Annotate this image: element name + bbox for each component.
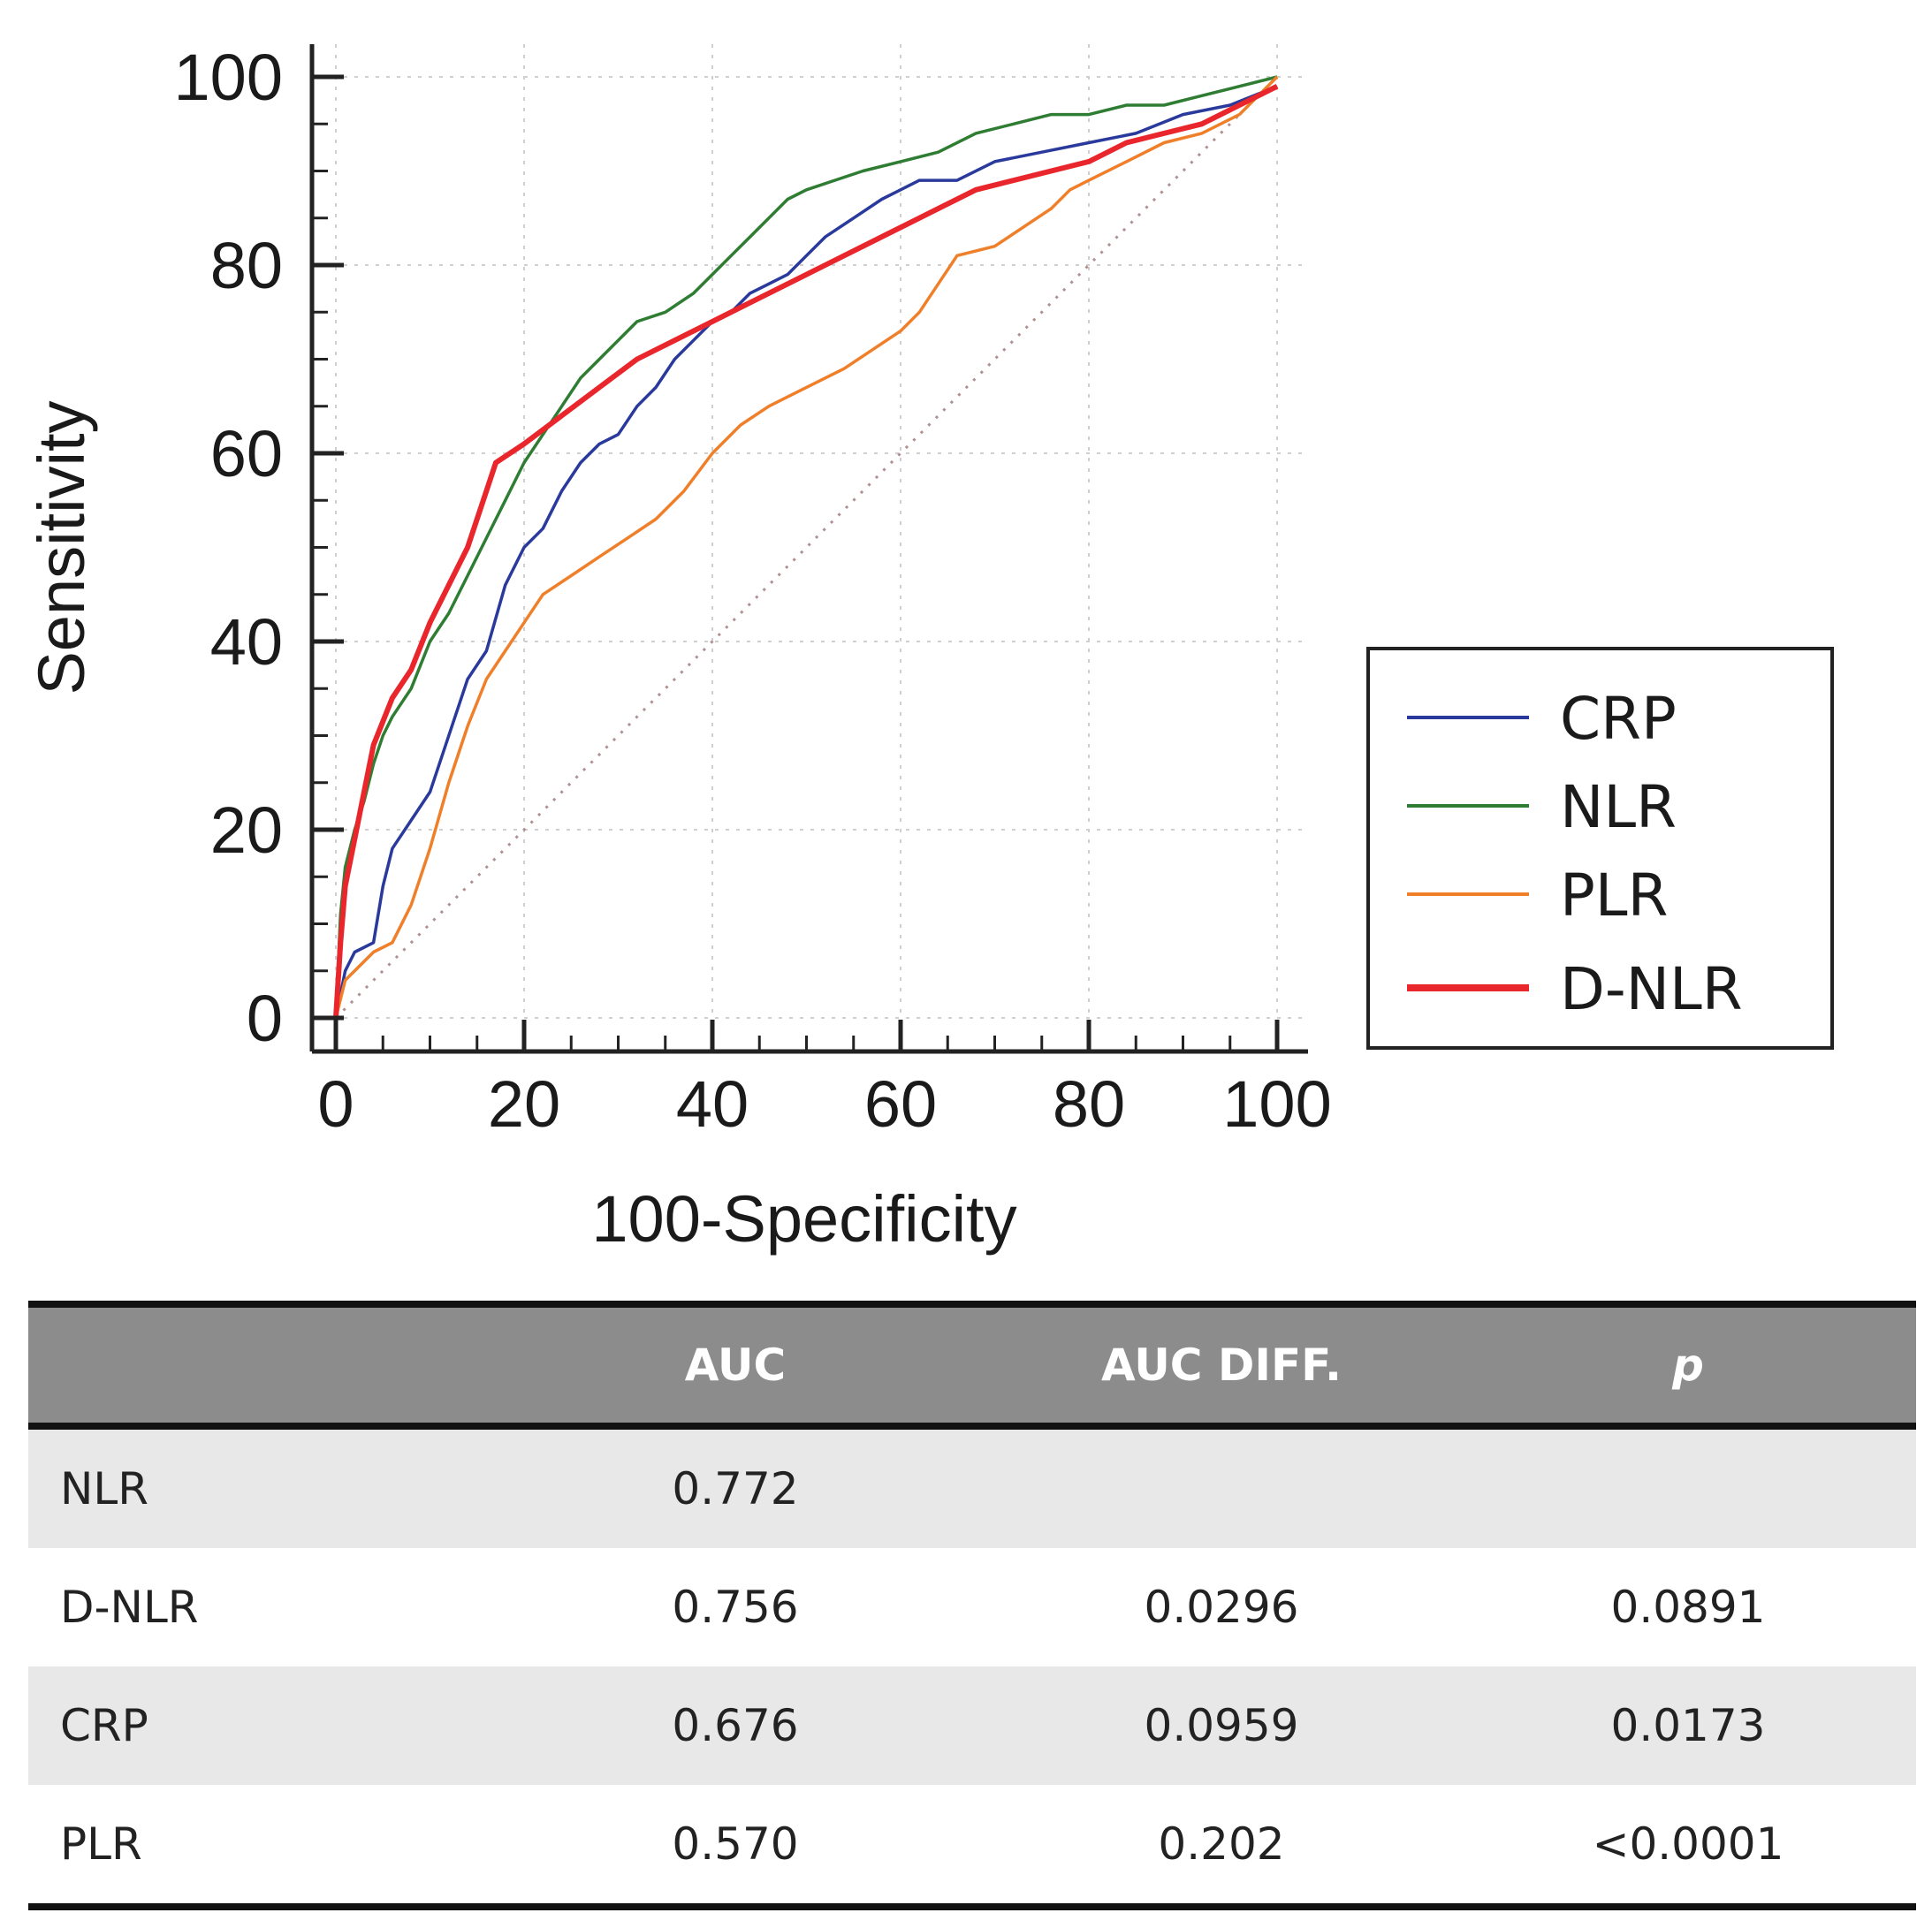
legend-label-nlr: NLR bbox=[1560, 773, 1677, 841]
y-tick-label: 40 bbox=[210, 605, 283, 679]
cell-p: <0.0001 bbox=[1460, 1785, 1916, 1910]
cell-p: 0.0891 bbox=[1610, 1582, 1766, 1633]
y-tick-label: 60 bbox=[210, 417, 283, 490]
cell-name: NLR bbox=[60, 1463, 148, 1514]
table-row: CRP 0.676 0.0959 0.0173 bbox=[28, 1666, 1916, 1785]
y-tick-label: 20 bbox=[210, 793, 283, 867]
auc-comparison-table-wrapper: AUC AUC DIFF. p NLR 0.772 D-NLR 0.756 0.… bbox=[28, 1301, 1916, 1910]
cell-p bbox=[1460, 1426, 1916, 1548]
cell-auc: 0.772 bbox=[672, 1463, 799, 1514]
header-auc-diff: AUC DIFF. bbox=[983, 1301, 1460, 1430]
x-axis-title: 100-Specificity bbox=[591, 1182, 1016, 1256]
axes bbox=[309, 44, 1308, 1054]
y-tick-label: 0 bbox=[247, 982, 283, 1055]
y-tick-label: 100 bbox=[174, 41, 283, 114]
x-tick-label: 0 bbox=[317, 1067, 354, 1141]
x-tick-label: 20 bbox=[488, 1067, 560, 1141]
tick-labels: 0 20 40 60 80 100 0 20 40 60 80 100 bbox=[174, 41, 1332, 1141]
x-tick-label: 60 bbox=[864, 1067, 937, 1141]
x-tick-label: 40 bbox=[676, 1067, 749, 1141]
cell-auc: 0.676 bbox=[672, 1700, 799, 1751]
cell-auc: 0.756 bbox=[672, 1582, 799, 1633]
legend: CRP NLR PLR D-NLR bbox=[1366, 647, 1834, 1050]
series-lines bbox=[333, 75, 1279, 1019]
cell-auc-diff: 0.202 bbox=[983, 1785, 1460, 1910]
x-tick-label: 80 bbox=[1053, 1067, 1125, 1141]
x-tick-label: 100 bbox=[1222, 1067, 1331, 1141]
series-line-crp bbox=[334, 85, 1278, 1019]
roc-chart: 0 20 40 60 80 100 0 20 40 60 80 100 100-Specificity… bbox=[25, 41, 1834, 1256]
table-row: NLR 0.772 bbox=[28, 1426, 1916, 1548]
cell-auc-diff bbox=[983, 1426, 1460, 1548]
table-header-row: AUC AUC DIFF. p bbox=[28, 1301, 1916, 1430]
legend-label-d-nlr: D-NLR bbox=[1560, 955, 1743, 1023]
tick-marks bbox=[312, 74, 1280, 1051]
y-axis-title: Sensitivity bbox=[25, 400, 98, 695]
table-row: PLR 0.570 0.202 <0.0001 bbox=[28, 1785, 1916, 1910]
legend-box bbox=[1366, 647, 1834, 1050]
cell-name: D-NLR bbox=[60, 1582, 199, 1633]
legend-label-crp: CRP bbox=[1560, 685, 1677, 753]
cell-name: CRP bbox=[60, 1700, 148, 1751]
grid-lines bbox=[312, 44, 1308, 1051]
legend-label-plr: PLR bbox=[1560, 862, 1668, 930]
reference-diagonal-line bbox=[334, 75, 1279, 1020]
auc-comparison-table: AUC AUC DIFF. p NLR 0.772 D-NLR 0.756 0.… bbox=[28, 1301, 1916, 1910]
y-tick-label: 80 bbox=[210, 229, 283, 302]
header-p: p bbox=[1460, 1301, 1916, 1430]
header-name bbox=[28, 1301, 488, 1430]
cell-p: 0.0173 bbox=[1610, 1700, 1766, 1751]
series-line-plr bbox=[334, 75, 1279, 1019]
series-line-d-nlr bbox=[333, 84, 1279, 1019]
cell-auc: 0.570 bbox=[488, 1785, 983, 1910]
header-auc: AUC bbox=[488, 1301, 983, 1430]
cell-name: PLR bbox=[28, 1785, 488, 1910]
series-line-nlr bbox=[334, 75, 1278, 1019]
table-row: D-NLR 0.756 0.0296 0.0891 bbox=[28, 1548, 1916, 1666]
cell-auc-diff: 0.0959 bbox=[1144, 1700, 1299, 1751]
cell-auc-diff: 0.0296 bbox=[1144, 1582, 1299, 1633]
